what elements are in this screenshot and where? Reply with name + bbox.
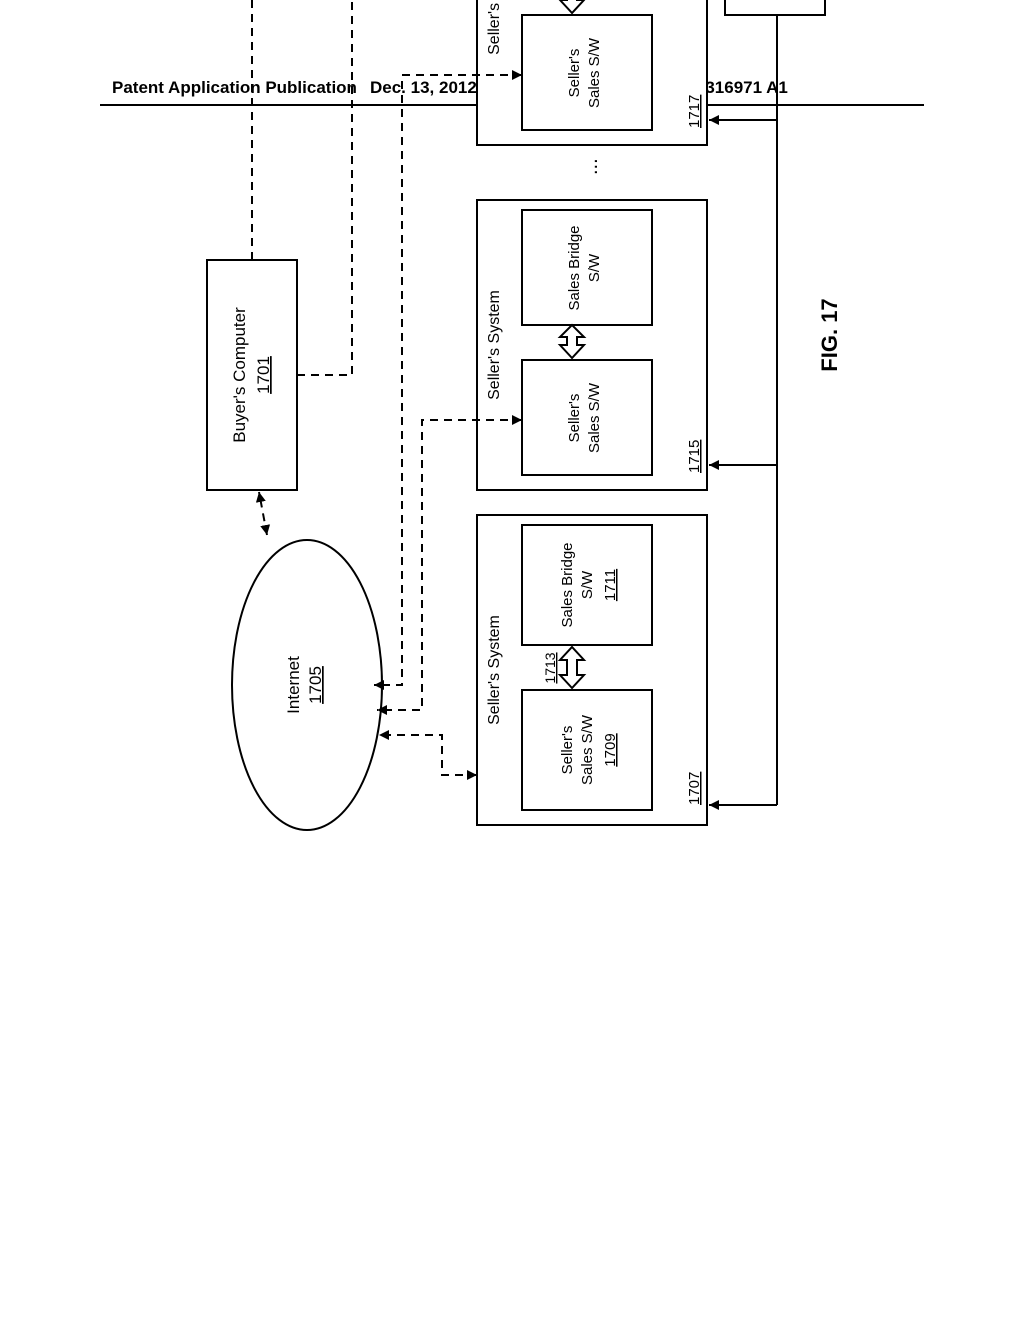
seller-system-2-title: Seller's System <box>486 290 503 400</box>
patent-page: Patent Application Publication Dec. 13, … <box>0 0 1024 1320</box>
buyer-computer-box <box>207 260 297 490</box>
sales-bridge-1-ref: 1711 <box>602 569 619 601</box>
seller-sales-sw-1-ref: 1709 <box>602 733 619 766</box>
seller-sales-sw-1-l1: Seller's <box>559 726 576 775</box>
buyer-ref: 1701 <box>254 356 273 394</box>
sales-bridge-1-l2: S/W <box>579 570 596 599</box>
seller-system-1-title: Seller's System <box>486 615 503 725</box>
internet-ref: 1705 <box>306 666 325 704</box>
seller-sales-sw-1-l2: Sales S/W <box>579 714 596 785</box>
seller-sales-sw-2-l1: Seller's <box>566 394 583 443</box>
internet-label: Internet <box>284 656 303 714</box>
sales-bridge-2-l1: Sales Bridge <box>566 225 583 310</box>
seller-sales-sw-3-l2: Sales S/W <box>586 37 603 108</box>
seller-system-3: Seller's System Seller's Sales S/W Sales… <box>477 0 707 145</box>
buyer-label: Buyer's Computer <box>230 307 249 443</box>
figure-label: FIG. 17 <box>817 298 842 371</box>
seller-sales-sw-3-l1: Seller's <box>566 49 583 98</box>
multi-seller-box <box>725 0 825 15</box>
bridge-arrow-1-ref: 1713 <box>542 652 558 683</box>
sales-bridge-2-l2: S/W <box>586 253 603 282</box>
sales-bridge-1-l1: Sales Bridge <box>559 542 576 627</box>
seller-system-1-ref: 1707 <box>686 772 703 805</box>
seller-system-2-ref: 1715 <box>686 440 703 473</box>
seller-system-3-ref: 1717 <box>686 95 703 128</box>
seller-system-3-title: Seller's System <box>486 0 503 55</box>
seller-sales-sw-2-l2: Sales S/W <box>586 382 603 453</box>
figure-17-diagram: Internet 1705 Buyer's Computer 1701 Sell… <box>177 165 1024 835</box>
diagram-svg: Internet 1705 Buyer's Computer 1701 Sell… <box>177 0 847 835</box>
link-internet-buyer <box>259 492 267 535</box>
seller-system-1: Seller's System Seller's Sales S/W 1709 … <box>477 515 707 825</box>
seller-system-2: Seller's System Seller's Sales S/W Sales… <box>477 200 707 490</box>
dash-sys1-internet <box>379 735 477 775</box>
ellipsis: ... <box>580 158 602 175</box>
